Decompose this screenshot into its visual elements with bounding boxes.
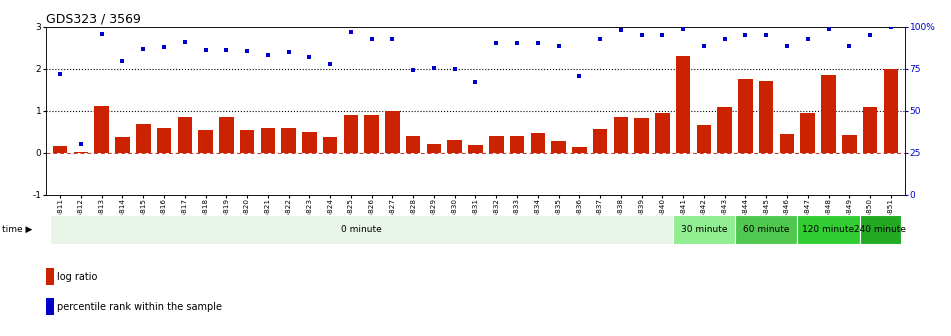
Point xyxy=(343,29,359,35)
Bar xyxy=(46,298,54,315)
Point xyxy=(301,54,317,60)
Point xyxy=(468,80,483,85)
Bar xyxy=(178,117,192,153)
Text: 120 minute: 120 minute xyxy=(803,225,855,234)
Bar xyxy=(510,136,524,153)
Bar xyxy=(573,146,587,153)
Point xyxy=(261,52,276,58)
Bar xyxy=(468,145,483,153)
Bar xyxy=(73,152,88,153)
Bar xyxy=(323,137,338,153)
Bar xyxy=(427,144,441,153)
Bar xyxy=(198,130,213,153)
Point xyxy=(52,71,68,77)
Point xyxy=(592,36,608,41)
Point xyxy=(73,141,88,146)
Point xyxy=(842,43,857,48)
Point xyxy=(364,37,379,42)
Point xyxy=(613,28,629,33)
Point xyxy=(240,49,255,54)
Bar xyxy=(717,107,732,153)
Point xyxy=(385,37,400,42)
Point xyxy=(551,43,566,48)
Point xyxy=(322,61,338,67)
Point xyxy=(655,33,670,38)
Bar xyxy=(385,111,399,153)
Text: 30 minute: 30 minute xyxy=(681,225,728,234)
Point xyxy=(780,43,795,48)
Point xyxy=(863,33,878,38)
Bar xyxy=(240,130,254,153)
Point xyxy=(738,33,753,38)
Bar xyxy=(448,140,462,153)
Bar xyxy=(219,117,234,153)
Bar xyxy=(735,215,797,244)
Bar xyxy=(261,128,275,153)
Point xyxy=(447,66,462,72)
Point xyxy=(717,36,732,41)
Bar xyxy=(759,81,773,153)
Bar xyxy=(613,117,628,153)
Point xyxy=(94,32,109,37)
Bar xyxy=(46,268,54,285)
Bar xyxy=(489,136,503,153)
Bar xyxy=(552,141,566,153)
Bar xyxy=(531,133,545,153)
Bar xyxy=(94,106,109,153)
Point xyxy=(572,74,587,79)
Bar xyxy=(634,119,649,153)
Text: 240 minute: 240 minute xyxy=(854,225,906,234)
Text: percentile rank within the sample: percentile rank within the sample xyxy=(57,302,223,312)
Point xyxy=(759,33,774,38)
Bar xyxy=(115,137,129,153)
Bar xyxy=(343,115,359,153)
Text: time ▶: time ▶ xyxy=(2,225,32,234)
Bar xyxy=(697,125,711,153)
Bar xyxy=(281,128,296,153)
Text: 0 minute: 0 minute xyxy=(340,225,381,234)
Point xyxy=(281,49,296,55)
Point xyxy=(219,47,234,53)
Point xyxy=(675,26,690,32)
Text: log ratio: log ratio xyxy=(57,272,98,282)
Bar xyxy=(157,128,171,153)
Bar xyxy=(672,215,735,244)
Text: 60 minute: 60 minute xyxy=(743,225,789,234)
Bar xyxy=(801,113,815,153)
Point xyxy=(821,26,836,32)
Bar xyxy=(860,215,902,244)
Bar xyxy=(655,113,670,153)
Bar xyxy=(406,136,420,153)
Bar xyxy=(797,215,860,244)
Bar xyxy=(780,134,794,153)
Point xyxy=(136,46,151,52)
Point xyxy=(489,40,504,46)
Bar xyxy=(302,132,317,153)
Text: GDS323 / 3569: GDS323 / 3569 xyxy=(46,13,141,26)
Bar xyxy=(738,79,753,153)
Bar xyxy=(676,56,690,153)
Bar xyxy=(592,129,608,153)
Bar xyxy=(863,107,878,153)
Point xyxy=(115,58,130,64)
Point xyxy=(634,33,650,38)
Bar xyxy=(49,215,672,244)
Bar xyxy=(822,75,836,153)
Bar xyxy=(53,146,68,153)
Point xyxy=(426,66,441,71)
Bar xyxy=(364,115,378,153)
Point xyxy=(510,40,525,46)
Point xyxy=(198,47,213,53)
Point xyxy=(405,68,420,73)
Bar xyxy=(136,124,150,153)
Bar xyxy=(842,135,857,153)
Bar xyxy=(883,69,898,153)
Point xyxy=(883,24,899,30)
Point xyxy=(156,44,171,50)
Point xyxy=(177,39,192,44)
Point xyxy=(531,40,546,46)
Point xyxy=(800,37,815,42)
Point xyxy=(696,43,711,48)
